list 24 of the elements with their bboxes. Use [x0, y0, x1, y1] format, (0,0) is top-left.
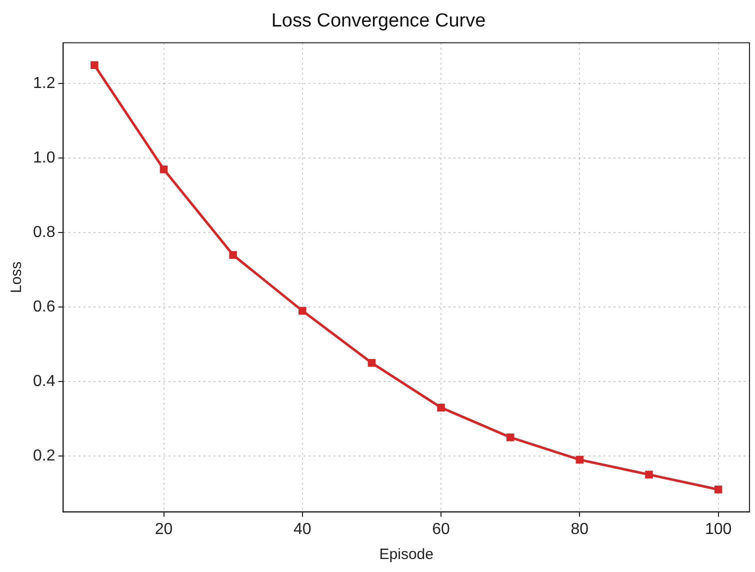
y-tick-label: 0.2 [32, 447, 56, 464]
x-tick-label: 100 [704, 520, 732, 538]
point [229, 251, 237, 259]
x-axis-title: Episode [379, 546, 434, 564]
point [160, 165, 168, 174]
y-tick-label: 1.0 [32, 150, 56, 167]
chart-title: Loss Convergence Curve [271, 10, 486, 32]
y-tick-label: 1.2 [32, 75, 56, 92]
point [714, 486, 722, 494]
point [368, 359, 376, 367]
y-tick-label: 0.4 [32, 372, 56, 390]
point [90, 61, 98, 70]
point [506, 433, 514, 442]
x-tick-label: 60 [432, 520, 450, 538]
point [576, 456, 584, 464]
y-axis-title: Loss [8, 261, 26, 294]
y-tick-label: 0.8 [32, 224, 56, 242]
x-tick-label: 40 [293, 520, 312, 538]
point [645, 470, 653, 478]
y-tick-label: 0.6 [32, 298, 56, 316]
point [298, 306, 306, 315]
point [437, 404, 445, 412]
x-tick-label: 20 [154, 520, 173, 538]
x-tick-label: 80 [570, 520, 589, 538]
